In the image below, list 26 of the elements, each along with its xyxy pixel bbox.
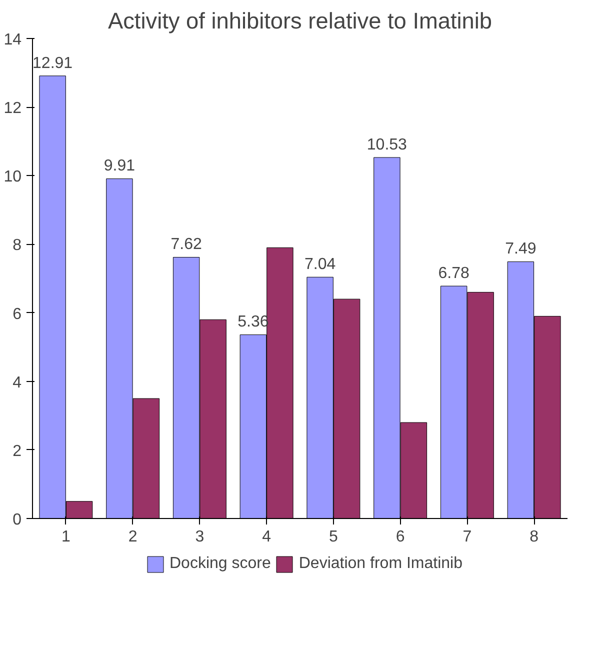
data-label: 7.62	[170, 236, 202, 254]
x-tick-label: 4	[262, 528, 272, 546]
data-label: 9.91	[104, 158, 136, 175]
x-tick-label: 7	[462, 528, 472, 546]
y-tick-label: 14	[4, 32, 22, 48]
y-tick-label: 10	[4, 168, 22, 186]
data-label: 12.91	[32, 54, 73, 72]
chart-title: Activity of inhibitors relative to Imatinib	[108, 8, 492, 34]
y-tick-label: 8	[12, 237, 22, 254]
x-tick-label: 2	[128, 528, 138, 546]
data-label: 10.53	[366, 136, 408, 154]
legend-label: Deviation from Imatinib	[298, 555, 462, 573]
data-label: 6.78	[438, 265, 470, 282]
x-tick-label: 8	[530, 528, 539, 546]
y-tick-label: 2	[12, 442, 22, 460]
x-tick-label: 3	[195, 528, 204, 546]
y-tick-label: 6	[12, 306, 22, 323]
y-tick-label: 4	[12, 374, 22, 392]
legend-label: Docking score	[170, 555, 271, 573]
data-label: 7.04	[304, 256, 336, 274]
y-tick-label: 12	[4, 100, 22, 118]
x-tick-label: 1	[61, 528, 70, 546]
y-tick-label: 0	[12, 512, 22, 528]
x-tick-label: 5	[328, 528, 338, 546]
data-label: 7.49	[505, 240, 536, 258]
x-tick-label: 6	[396, 528, 405, 546]
